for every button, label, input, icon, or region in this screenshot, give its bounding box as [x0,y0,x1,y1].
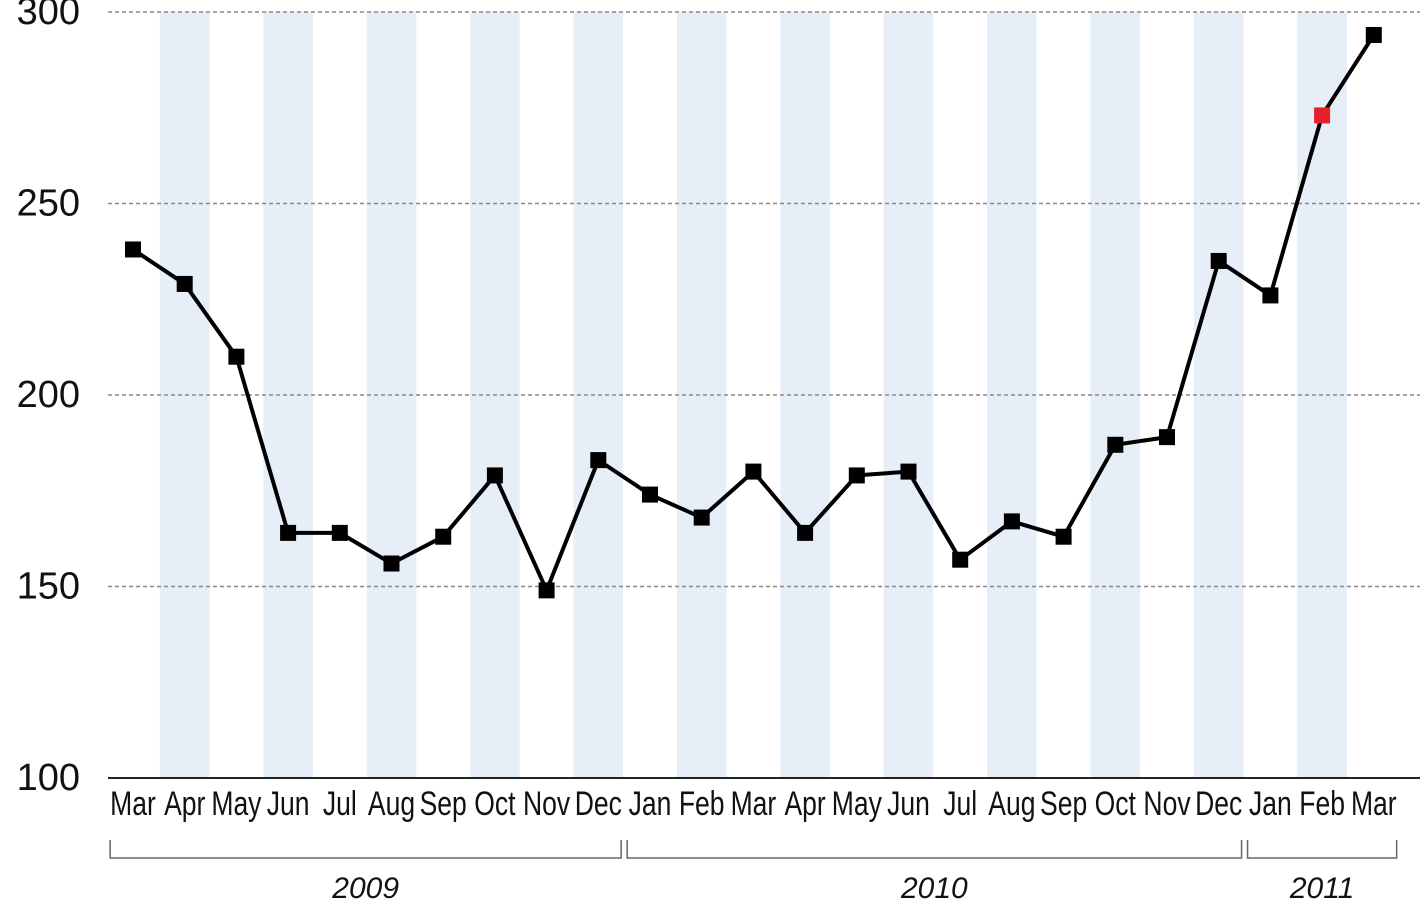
x-tick-group: Oct [474,785,516,823]
data-point [331,524,348,541]
data-point [642,486,658,503]
y-tick-label: 150 [17,566,80,608]
data-point [228,348,245,365]
year-label: 2011 [1289,872,1355,905]
x-tick-label: Oct [1095,785,1137,823]
x-tick-label: Apr [164,785,205,823]
x-tick-label: May [211,785,262,823]
y-tick-label: 250 [17,183,80,225]
data-point [590,452,607,469]
data-point [1365,26,1382,43]
x-tick-group: Jul [943,785,977,823]
data-point [176,275,193,292]
x-tick-label: Feb [679,785,725,823]
y-tick-label: 200 [17,374,80,416]
data-point [1159,429,1175,446]
year-label: 2009 [331,872,399,905]
x-tick-group: Mar [110,785,156,823]
x-tick-label: Nov [523,785,571,823]
data-point [900,463,917,480]
x-tick-label: Jan [629,785,672,823]
x-tick-label: Nov [1143,785,1191,823]
x-tick-group: Aug [368,785,415,823]
x-tick-group: Feb [679,785,725,823]
x-tick-label: Aug [368,785,415,823]
x-tick-label: Jul [943,785,977,823]
x-tick-label: Oct [474,785,516,823]
data-point [797,524,814,541]
x-tick-label: Jan [1249,785,1292,823]
x-tick-group: Jan [1249,785,1292,823]
x-tick-group: Jul [323,785,357,823]
x-tick-group: Aug [988,785,1035,823]
x-tick-group: Dec [575,785,622,823]
x-tick-group: Mar [731,785,777,823]
x-tick-label: Aug [988,785,1035,823]
x-tick-group: Sep [1040,785,1087,823]
x-tick-label: Jun [267,785,310,823]
x-tick-group: Sep [420,785,467,823]
x-tick-group: Oct [1095,785,1137,823]
x-tick-group: Apr [784,785,825,823]
x-tick-label: Dec [1195,785,1242,823]
x-tick-group: Dec [1195,785,1242,823]
x-tick-group: May [211,785,262,823]
x-tick-group: Nov [1143,785,1191,823]
x-tick-label: Mar [110,785,156,823]
x-tick-group: Feb [1299,785,1345,823]
data-point [745,463,762,480]
x-tick-group: May [832,785,883,823]
x-tick-group: Nov [523,785,571,823]
x-tick-group: Apr [164,785,205,823]
data-point [1262,287,1279,304]
x-tick-label: Jun [887,785,930,823]
data-point [538,582,555,599]
x-tick-label: May [832,785,883,823]
year-bracket [109,840,622,859]
data-point [486,467,503,484]
x-tick-label: Mar [731,785,777,823]
data-point [383,555,400,572]
x-tick-group: Jan [629,785,672,823]
x-tick-label: Sep [420,785,467,823]
data-line [131,33,1376,593]
data-point [435,528,452,545]
x-tick-label: Sep [1040,785,1087,823]
x-tick-group: Jun [267,785,310,823]
x-tick-label: Dec [575,785,622,823]
x-tick-group: Mar [1351,785,1397,823]
data-point [1107,436,1124,453]
data-point [280,524,297,541]
year-label: 2010 [900,872,968,905]
data-point [125,241,141,258]
x-tick-label: Mar [1351,785,1397,823]
x-tick-group: Jun [887,785,930,823]
y-tick-label: 100 [17,757,80,799]
data-point [1055,528,1072,545]
data-point [848,467,865,484]
year-bracket [1246,840,1398,859]
x-tick-label: Apr [784,785,825,823]
x-tick-label: Feb [1299,785,1345,823]
data-point [1210,252,1227,269]
y-tick-label: 300 [17,0,80,33]
data-point [693,509,710,526]
data-point [1003,513,1020,530]
data-point [952,551,969,568]
data-point [1314,107,1331,124]
x-tick-label: Jul [323,785,357,823]
year-bracket [626,840,1243,859]
